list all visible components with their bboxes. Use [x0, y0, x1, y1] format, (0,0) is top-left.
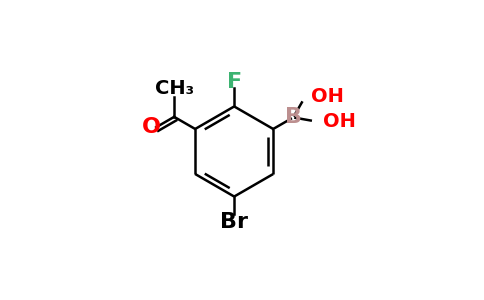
Text: Br: Br [220, 212, 248, 232]
Text: OH: OH [311, 87, 344, 106]
Text: B: B [285, 107, 302, 128]
Text: CH₃: CH₃ [155, 79, 194, 98]
Text: O: O [142, 117, 161, 137]
Text: F: F [227, 72, 242, 92]
Text: OH: OH [323, 112, 356, 131]
